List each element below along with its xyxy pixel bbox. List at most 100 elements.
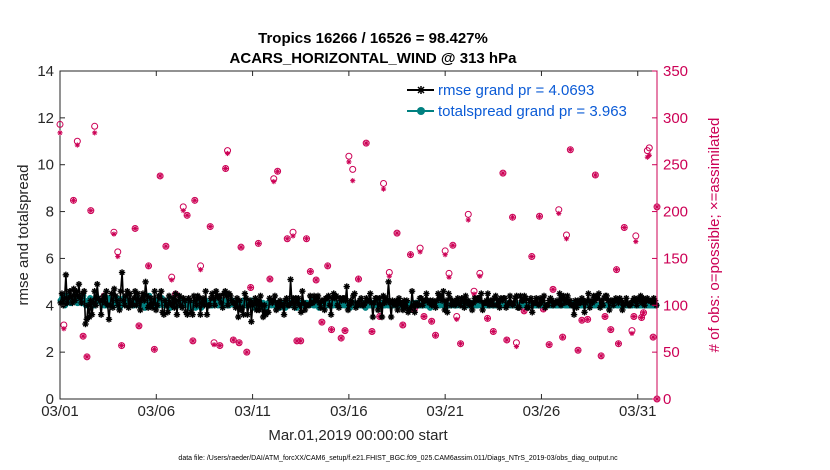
- rmse-point: [254, 297, 262, 304]
- obs-possible-marker: [83, 353, 91, 361]
- obs-assimilated-marker: [57, 130, 63, 136]
- obs-assimilated-marker: [646, 152, 652, 158]
- obs-assimilated-marker: [92, 130, 98, 136]
- obs-assimilated-marker: [325, 263, 331, 269]
- obs-possible-marker: [206, 223, 214, 231]
- rmse-point-stroke: [91, 288, 98, 294]
- legend: rmse grand pr = 4.0693 totalspread grand…: [407, 82, 627, 120]
- rmse-point: [367, 290, 374, 297]
- rmse-point-stroke: [256, 307, 262, 313]
- rmse-point-stroke: [458, 295, 465, 301]
- obs-assimilated-stroke: [325, 263, 330, 269]
- obs-assimilated-stroke: [400, 322, 405, 328]
- obs-assimilated-stroke: [350, 178, 355, 183]
- obs-assimilated-marker: [432, 332, 439, 338]
- rmse-point-stroke: [167, 300, 174, 306]
- obs-possible-marker: [156, 172, 164, 180]
- rmse-point: [492, 292, 499, 300]
- rmse-point: [164, 309, 171, 316]
- obs-assimilated-marker: [192, 197, 198, 203]
- obs-assimilated-marker: [446, 274, 452, 280]
- rmse-point: [402, 304, 409, 311]
- rmse-point: [633, 302, 640, 309]
- rmse-point-stroke: [571, 311, 577, 318]
- obs-assimilated-stroke: [471, 291, 477, 297]
- obs-assimilated-stroke: [568, 147, 573, 152]
- rmse-point: [314, 292, 322, 300]
- rmse-point-stroke: [409, 288, 415, 294]
- rmse-point-stroke: [277, 297, 283, 304]
- obs-assimilated-stroke: [575, 348, 581, 353]
- rmse-point-stroke: [375, 307, 381, 313]
- obs-assimilated-stroke: [208, 224, 213, 229]
- obs-assimilated-marker: [132, 225, 138, 232]
- obs-assimilated-marker: [633, 238, 639, 245]
- rmse-point-stroke: [180, 295, 187, 301]
- rmse-point-stroke: [537, 295, 543, 301]
- rmse-point-stroke: [103, 288, 110, 294]
- rmse-point-stroke: [235, 314, 242, 320]
- obs-assimilated-marker: [169, 277, 175, 283]
- obs-assimilated-marker: [224, 150, 231, 157]
- rmse-point: [403, 297, 411, 304]
- rmse-point-stroke: [328, 311, 334, 318]
- rmse-point-stroke: [165, 309, 171, 316]
- rmse-point-stroke: [155, 293, 162, 299]
- obs-assimilated-marker: [490, 328, 496, 335]
- obs-assimilated-marker: [369, 328, 375, 335]
- rmse-point-stroke: [148, 295, 154, 301]
- rmse-point-stroke: [325, 293, 332, 299]
- obs-possible-marker: [607, 326, 615, 334]
- rmse-point: [109, 304, 117, 311]
- x-tick-label: 03/26: [523, 403, 561, 420]
- rmse-point-stroke: [255, 297, 261, 304]
- rmse-point: [100, 292, 107, 300]
- rmse-point: [103, 288, 110, 295]
- rmse-point-stroke: [163, 302, 170, 309]
- rmse-point-stroke: [102, 300, 108, 306]
- rmse-point: [116, 306, 123, 314]
- rmse-point-stroke: [116, 307, 123, 313]
- rmse-point-stroke: [131, 295, 137, 301]
- obs-assimilated-stroke: [429, 319, 434, 324]
- rmse-point-stroke: [404, 297, 410, 304]
- rmse-point: [75, 281, 83, 288]
- rmse-point-stroke: [558, 302, 564, 309]
- rmse-point-stroke: [485, 290, 491, 297]
- obs-possible-marker: [306, 268, 314, 276]
- obs-assimilated-stroke: [285, 236, 290, 241]
- x-axis-label: Mar.01,2019 00:00:00 start: [268, 427, 448, 444]
- rmse-point: [126, 290, 134, 297]
- rmse-point-stroke: [413, 300, 419, 306]
- obs-assimilated-stroke: [75, 142, 80, 148]
- obs-assimilated-marker: [592, 172, 598, 178]
- obs-possible-marker: [406, 251, 414, 259]
- obs-assimilated-marker: [465, 217, 471, 223]
- rmse-point-stroke: [222, 288, 228, 294]
- obs-assimilated-marker: [407, 252, 414, 258]
- obs-assimilated-stroke: [564, 236, 569, 241]
- rmse-point-stroke: [142, 279, 149, 285]
- rmse-point-stroke: [344, 283, 350, 290]
- obs-assimilated-stroke: [119, 343, 124, 348]
- rmse-point-stroke: [447, 295, 453, 301]
- rmse-point: [326, 302, 333, 309]
- rmse-point: [224, 302, 232, 309]
- rmse-point: [540, 292, 548, 300]
- obs-possible-marker: [229, 336, 237, 344]
- obs-assimilated-stroke: [308, 269, 313, 274]
- obs-assimilated-marker: [290, 233, 296, 239]
- x-tick-label: 03/01: [41, 403, 79, 420]
- rmse-point: [97, 311, 105, 318]
- obs-possible-marker: [237, 243, 245, 251]
- obs-assimilated-stroke: [514, 344, 519, 349]
- rmse-point: [619, 306, 626, 314]
- rmse-point-stroke: [351, 290, 358, 297]
- rmse-point: [105, 316, 113, 323]
- obs-assimilated-marker: [442, 252, 448, 258]
- obs-possible-marker: [349, 165, 357, 173]
- obs-possible-marker: [566, 146, 574, 154]
- rmse-point-stroke: [98, 311, 104, 318]
- obs-assimilated-marker: [157, 173, 163, 179]
- obs-assimilated-marker: [248, 284, 254, 291]
